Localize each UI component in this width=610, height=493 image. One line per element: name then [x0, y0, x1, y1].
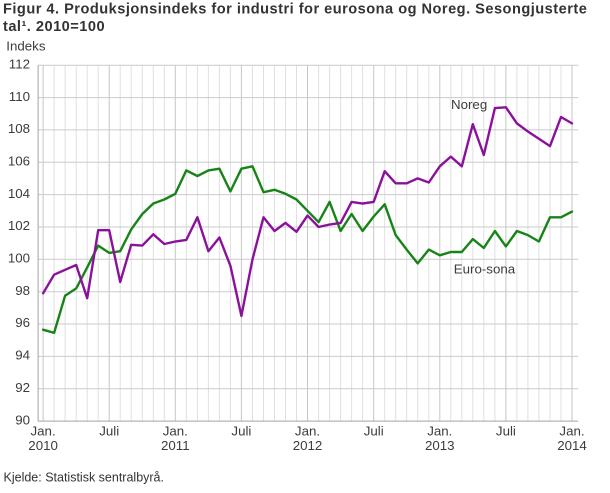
- svg-text:Jan.: Jan.: [427, 424, 452, 439]
- svg-text:Juli: Juli: [496, 424, 516, 439]
- svg-text:Noreg: Noreg: [451, 97, 487, 112]
- svg-text:96: 96: [15, 315, 30, 330]
- svg-text:Juli: Juli: [99, 424, 119, 439]
- svg-text:104: 104: [8, 186, 30, 201]
- svg-text:2010: 2010: [28, 438, 58, 453]
- svg-text:Jan.: Jan.: [295, 424, 320, 439]
- svg-text:Jan.: Jan.: [559, 424, 584, 439]
- svg-text:2014: 2014: [557, 438, 587, 453]
- svg-text:98: 98: [15, 283, 30, 298]
- svg-text:Kjelde: Statistisk sentralbyrå: Kjelde: Statistisk sentralbyrå.: [4, 471, 165, 485]
- svg-text:90: 90: [15, 412, 30, 427]
- svg-text:tal¹. 2010=100: tal¹. 2010=100: [3, 19, 105, 35]
- svg-text:94: 94: [15, 348, 30, 363]
- svg-text:Euro-sona: Euro-sona: [454, 262, 516, 277]
- svg-text:108: 108: [8, 121, 30, 136]
- svg-text:Figur 4. Produksjonsindeks for: Figur 4. Produksjonsindeks for industri …: [3, 2, 587, 18]
- svg-text:102: 102: [8, 218, 30, 233]
- svg-text:Jan.: Jan.: [31, 424, 56, 439]
- svg-text:110: 110: [9, 89, 30, 104]
- svg-text:Juli: Juli: [231, 424, 251, 439]
- svg-text:Indeks: Indeks: [6, 39, 46, 54]
- svg-text:2013: 2013: [425, 438, 455, 453]
- svg-text:Juli: Juli: [364, 424, 384, 439]
- svg-text:2011: 2011: [161, 438, 190, 453]
- svg-text:2012: 2012: [293, 438, 323, 453]
- svg-text:92: 92: [15, 380, 30, 395]
- svg-text:112: 112: [9, 56, 30, 71]
- svg-text:Jan.: Jan.: [163, 424, 188, 439]
- svg-text:106: 106: [8, 154, 30, 169]
- svg-text:100: 100: [8, 251, 30, 266]
